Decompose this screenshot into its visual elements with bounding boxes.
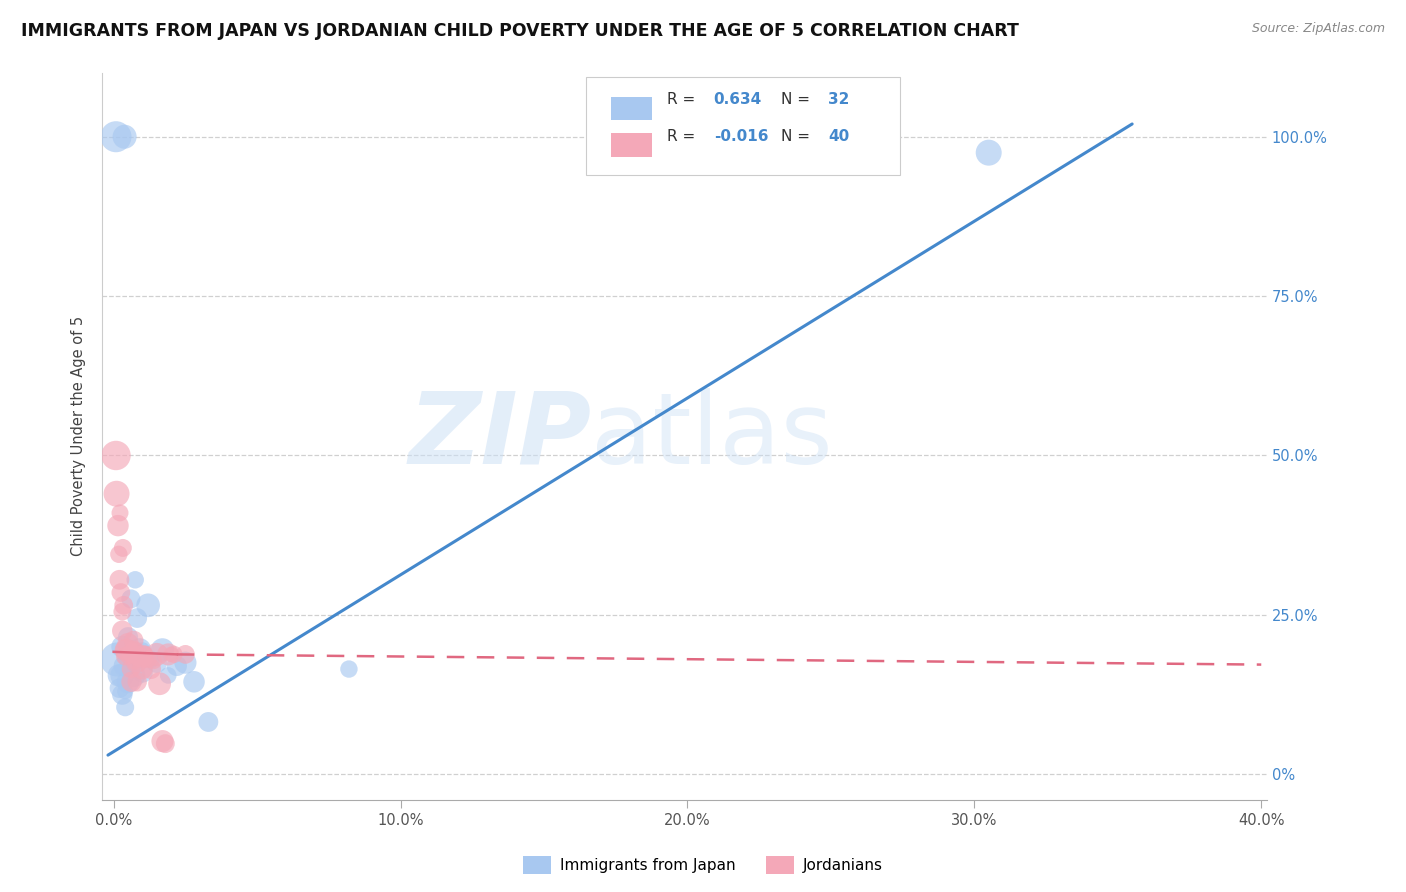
Point	[108, 681, 131, 696]
Point	[117, 674, 139, 689]
Point	[120, 646, 142, 660]
Point	[108, 547, 131, 561]
Point	[108, 573, 131, 587]
Point	[152, 734, 174, 748]
Point	[174, 656, 197, 670]
Point	[108, 668, 131, 682]
Point	[114, 129, 136, 144]
Legend: Immigrants from Japan, Jordanians: Immigrants from Japan, Jordanians	[517, 850, 889, 880]
Point	[139, 652, 162, 666]
Text: 0.634: 0.634	[714, 93, 762, 107]
Point	[337, 662, 360, 676]
Point	[104, 449, 127, 463]
Point	[122, 668, 145, 682]
Point	[112, 658, 135, 673]
FancyBboxPatch shape	[585, 77, 900, 175]
Point	[108, 506, 131, 520]
Point	[134, 646, 156, 660]
Point	[157, 668, 180, 682]
Point	[122, 656, 145, 670]
Point	[121, 674, 143, 689]
Point	[117, 636, 139, 650]
Point	[114, 643, 136, 657]
Point	[142, 654, 165, 668]
Point	[111, 624, 134, 638]
Point	[139, 662, 162, 676]
Point	[166, 658, 188, 673]
Text: 32: 32	[828, 93, 849, 107]
Point	[136, 652, 159, 666]
Point	[111, 640, 134, 654]
Text: ZIP: ZIP	[408, 388, 592, 485]
Point	[122, 633, 145, 648]
Point	[145, 648, 167, 662]
Point	[120, 662, 142, 676]
Point	[114, 684, 136, 698]
Text: 40: 40	[828, 128, 849, 144]
Text: atlas: atlas	[592, 388, 832, 485]
Text: R =: R =	[666, 93, 700, 107]
Text: Source: ZipAtlas.com: Source: ZipAtlas.com	[1251, 22, 1385, 36]
FancyBboxPatch shape	[612, 133, 652, 157]
Point	[197, 714, 219, 729]
Point	[104, 129, 127, 144]
Point	[152, 643, 174, 657]
Point	[155, 737, 177, 751]
Point	[110, 585, 132, 599]
Point	[117, 630, 139, 644]
Text: N =: N =	[782, 93, 815, 107]
FancyBboxPatch shape	[612, 97, 652, 120]
Point	[131, 649, 153, 664]
Point	[117, 649, 139, 664]
Point	[114, 700, 136, 714]
Point	[111, 541, 134, 555]
Point	[112, 599, 135, 613]
Point	[131, 643, 153, 657]
Point	[125, 643, 148, 657]
Point	[107, 518, 129, 533]
Point	[149, 677, 172, 691]
Text: N =: N =	[782, 128, 815, 144]
Point	[114, 649, 136, 664]
Point	[125, 656, 148, 670]
Point	[127, 674, 149, 689]
Text: IMMIGRANTS FROM JAPAN VS JORDANIAN CHILD POVERTY UNDER THE AGE OF 5 CORRELATION : IMMIGRANTS FROM JAPAN VS JORDANIAN CHILD…	[21, 22, 1019, 40]
Point	[183, 674, 205, 689]
Text: R =: R =	[666, 128, 700, 144]
Point	[115, 643, 138, 657]
Point	[157, 648, 180, 662]
Point	[131, 665, 153, 680]
Point	[105, 487, 128, 501]
Y-axis label: Child Poverty Under the Age of 5: Child Poverty Under the Age of 5	[72, 317, 86, 557]
Point	[128, 649, 150, 664]
Point	[120, 591, 142, 606]
Point	[145, 656, 167, 670]
Point	[111, 605, 134, 619]
Point	[128, 643, 150, 657]
Point	[977, 145, 1000, 160]
Point	[111, 688, 134, 702]
Point	[131, 662, 153, 676]
Point	[111, 668, 134, 682]
Point	[124, 573, 146, 587]
Point	[160, 648, 183, 662]
Point	[120, 646, 142, 660]
Point	[105, 652, 128, 666]
Point	[163, 648, 186, 662]
Point	[117, 649, 139, 664]
Point	[127, 611, 149, 625]
Point	[124, 656, 146, 670]
Point	[174, 648, 197, 662]
Text: -0.016: -0.016	[714, 128, 768, 144]
Point	[136, 599, 159, 613]
Point	[122, 643, 145, 657]
